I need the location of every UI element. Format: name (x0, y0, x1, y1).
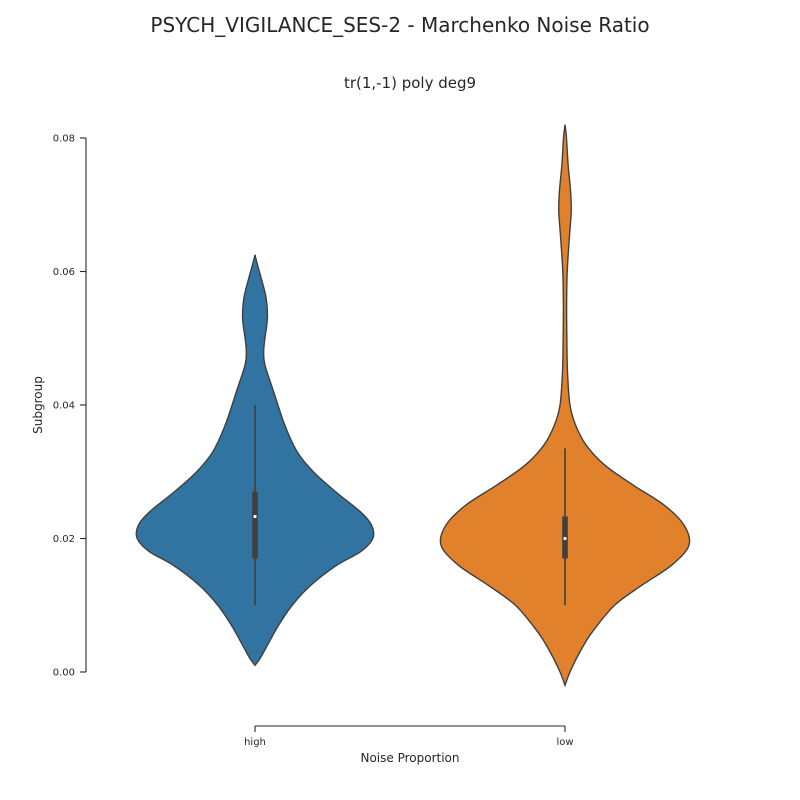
y-ticks-group: 0.00 0.02 0.04 0.06 0.08 (53, 134, 86, 679)
median-point-high (253, 514, 257, 519)
violin-low (439, 124, 691, 688)
y-axis-label: Subgroup (31, 376, 45, 434)
y-tick-label: 0.06 (53, 267, 75, 278)
y-tick-label: 0.04 (53, 401, 75, 412)
violins-group (135, 124, 691, 688)
median-point-low (563, 536, 567, 541)
x-axis-label: Noise Proportion (360, 751, 459, 765)
chart-title: PSYCH_VIGILANCE_SES-2 - Marchenko Noise … (150, 13, 649, 37)
y-tick-label: 0.08 (53, 134, 75, 145)
x-ticks-group: high low (244, 726, 574, 748)
x-tick-label: low (556, 737, 573, 748)
x-tick-label: high (244, 737, 266, 748)
iqr-box-high (252, 491, 258, 559)
y-tick-label: 0.02 (53, 534, 75, 545)
chart-subtitle: tr(1,-1) poly deg9 (344, 74, 476, 92)
y-tick-label: 0.00 (53, 668, 75, 679)
